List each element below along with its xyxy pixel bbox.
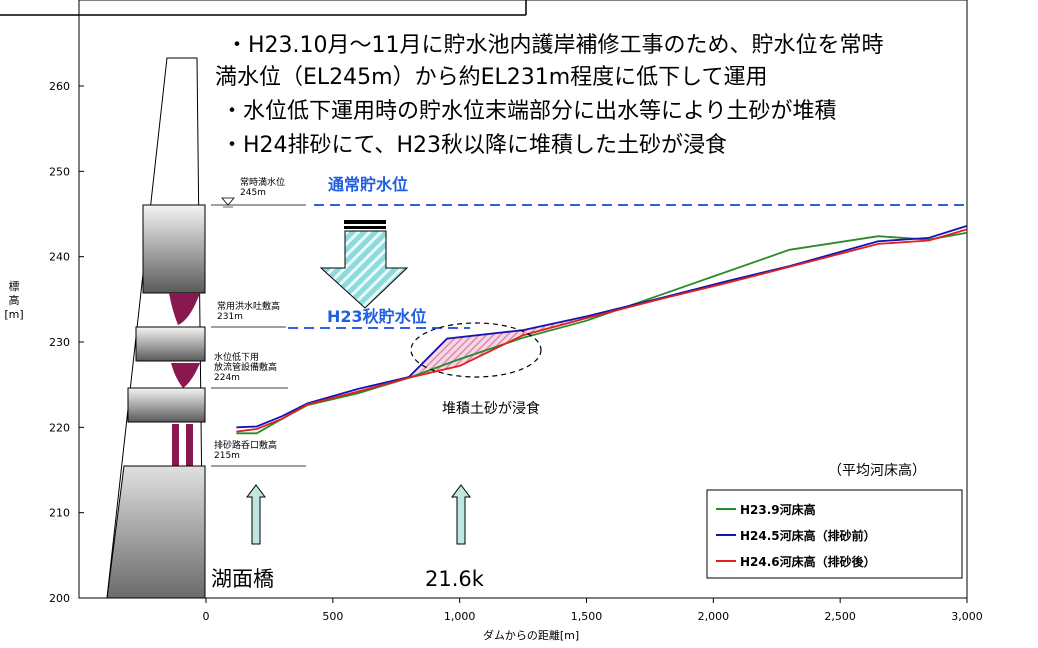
legend-title: （平均河床高） — [828, 462, 926, 479]
dam-block-upper — [142, 204, 206, 294]
y-tick-label: 200 — [49, 592, 70, 605]
annotation-bullet: ・水位低下運用時の貯水位末端部分に出水等により土砂が堆積 — [221, 99, 837, 124]
dam-block-middle — [135, 326, 206, 362]
km-arrow — [451, 484, 471, 545]
y-tick-label: 210 — [49, 507, 70, 520]
normal-water-level-label: 通常貯水位 — [328, 175, 408, 194]
legend-items: H23.9河床高 H24.5河床高（排砂前） H24.6河床高（排砂後） — [716, 502, 876, 569]
dam-block-lower — [127, 387, 206, 423]
erosion-ellipse — [410, 322, 542, 378]
x-tick-label: 1,500 — [571, 610, 603, 623]
dam-level-label: 水位低下用放流管設備敷高 224m — [214, 351, 277, 383]
sediment-outlet-1 — [172, 424, 179, 466]
h23-water-level-label: H23秋貯水位 — [327, 307, 427, 326]
bridge-arrow — [246, 484, 266, 545]
sediment-outlet-2 — [186, 424, 193, 466]
y-tick-label: 250 — [49, 165, 70, 178]
bridge-label: 湖面橋 — [211, 567, 274, 591]
spillway-gate-2 — [171, 363, 200, 388]
y-tick-label: 260 — [49, 80, 70, 93]
arrow-stripe-2 — [344, 226, 386, 229]
annotation-bullet: 満水位（EL245m）から約EL231m程度に低下して運用 — [215, 65, 768, 90]
legend-box — [706, 489, 963, 579]
y-axis-ticks: 200 210 220 230 240 250 260 — [49, 80, 84, 605]
arrow-stripe-1 — [344, 220, 386, 224]
down-arrow-icon — [319, 230, 409, 309]
x-tick-label: 3,000 — [951, 610, 983, 623]
annotation-bullet: ・H24排砂にて、H23秋以降に堆積した土砂が浸食 — [221, 133, 727, 158]
up-arrow-icon — [246, 484, 266, 545]
water-level-mark-icon — [221, 197, 235, 206]
dam-base — [106, 465, 206, 599]
dam-label-lines — [211, 197, 306, 467]
x-axis-label: ダムからの距離[m] — [483, 628, 579, 642]
dam-level-label: 排砂路呑口敷高 215m — [214, 439, 277, 461]
erosion-label: 堆積土砂が浸食 — [442, 400, 540, 417]
dam-diagram — [106, 57, 206, 599]
legend-entry: H23.9河床高 — [740, 502, 816, 517]
legend-entry: H24.5河床高（排砂前） — [740, 528, 876, 543]
series-lines — [236, 225, 968, 435]
series-line-2 — [236, 228, 968, 433]
x-tick-label: 2,500 — [824, 610, 856, 623]
km-label: 21.6k — [425, 567, 485, 591]
annotation-bullet: ・H23.10月～11月に貯水池内護岸補修工事のため、貯水位を常時 — [226, 33, 884, 58]
water-drop-arrow — [319, 220, 409, 309]
y-tick-label: 220 — [49, 421, 70, 434]
x-axis-ticks: 0 500 1,000 1,500 2,000 2,500 3,000 — [203, 598, 983, 623]
x-tick-label: 1,000 — [444, 610, 476, 623]
dam-labels: 常時満水位 245m 常用洪水吐敷高 231m 水位低下用放流管設備敷高 224m 排砂路呑… — [214, 176, 285, 461]
legend-entry: H24.6河床高（排砂後） — [740, 554, 876, 569]
spillway-gate-1 — [169, 293, 200, 325]
x-tick-label: 500 — [322, 610, 343, 623]
x-tick-label: 0 — [203, 610, 210, 623]
dam-level-label: 常時満水位 245m — [240, 176, 285, 198]
y-tick-label: 240 — [49, 251, 70, 264]
y-axis-label: 標高[m] — [4, 279, 23, 321]
y-tick-label: 230 — [49, 336, 70, 349]
x-tick-label: 2,000 — [698, 610, 730, 623]
plot-area — [78, 0, 968, 599]
series-line-1 — [236, 225, 968, 429]
dam-level-label: 常用洪水吐敷高 231m — [217, 300, 280, 322]
annotation-bullets: ・H23.10月～11月に貯水池内護岸補修工事のため、貯水位を常時満水位（EL2… — [215, 33, 884, 158]
up-arrow-icon-2 — [451, 484, 471, 545]
